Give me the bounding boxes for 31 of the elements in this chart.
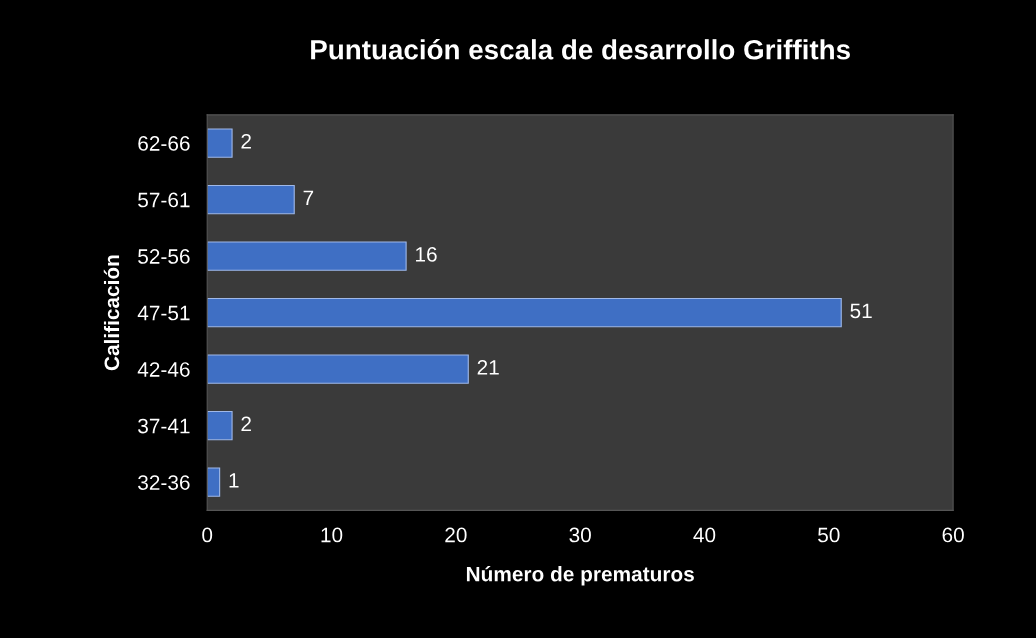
data-label: 2 [241, 416, 251, 432]
x-tick-label: 0 [202, 527, 213, 543]
data-label: 1 [229, 473, 239, 488]
bar [207, 297, 842, 328]
y-tick-label: 62-66 [138, 136, 190, 151]
data-label: 7 [303, 190, 314, 205]
bar [207, 354, 469, 384]
x-tick-label: 20 [445, 527, 467, 543]
bar [207, 128, 233, 158]
bar [207, 467, 221, 497]
bar [207, 241, 407, 271]
y-tick-label: 47-51 [137, 305, 190, 321]
y-tick-label: 57-61 [138, 192, 190, 208]
x-tick-label: 30 [569, 527, 591, 543]
x-tick-label: 60 [942, 527, 964, 543]
y-tick-label: 37-41 [138, 418, 190, 434]
y-tick-label: 42-46 [137, 362, 190, 377]
data-label: 2 [241, 133, 251, 149]
y-tick-label: 32-36 [138, 475, 190, 490]
x-tick-label: 10 [321, 527, 343, 543]
x-tick-label: 40 [693, 527, 716, 543]
data-label: 21 [477, 359, 499, 375]
bar [207, 184, 295, 215]
y-tick-label: 52-56 [138, 249, 190, 264]
x-tick-label: 50 [818, 527, 840, 543]
data-label: 16 [416, 246, 437, 262]
x-axis-title: Número de prematuros [466, 565, 694, 586]
y-axis-title: Calificación [103, 255, 120, 371]
bar [207, 410, 233, 441]
data-label: 51 [850, 303, 872, 319]
chart-title: Puntuación escala de desarrollo Griffiths [311, 38, 850, 60]
